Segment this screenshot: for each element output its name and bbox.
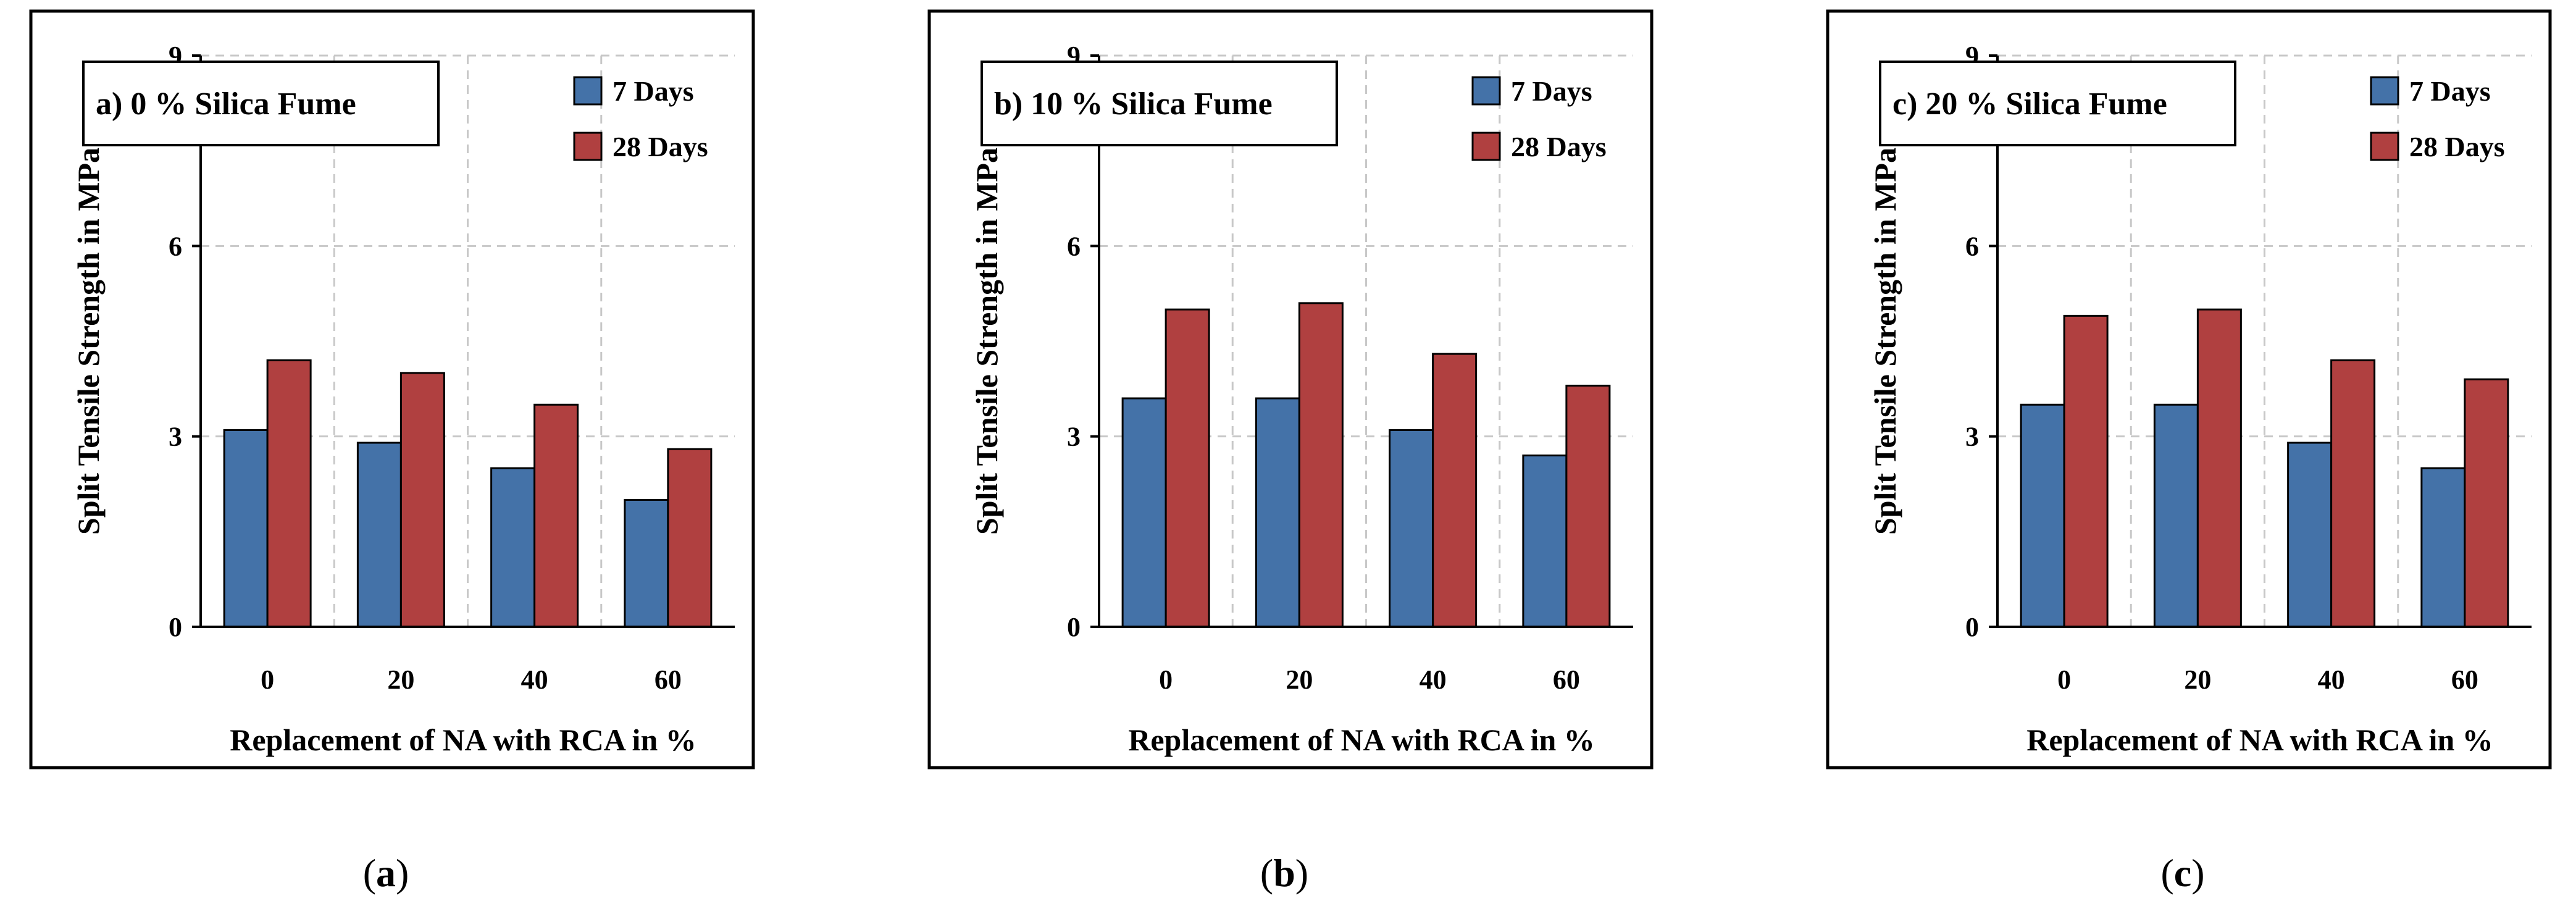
- x-tick-label: 0: [261, 665, 274, 695]
- subfigure-letter: b: [1273, 851, 1295, 895]
- bar-7-days: [1255, 397, 1300, 628]
- subfigure-close-paren: ): [1295, 851, 1308, 895]
- x-tick-label: 20: [1286, 665, 1313, 695]
- subfigure-close-paren: ): [396, 851, 409, 895]
- title-box: [1879, 61, 2236, 146]
- legend-label: 7 Days: [2409, 75, 2491, 107]
- x-tick-label: 20: [2184, 665, 2211, 695]
- bar-7-days: [223, 429, 269, 628]
- bar-7-days: [1389, 429, 1434, 628]
- y-tick-label: 0: [169, 612, 182, 642]
- x-tick-label: 60: [2451, 665, 2478, 695]
- title-box: [981, 61, 1338, 146]
- y-tick-label: 6: [1965, 231, 1979, 261]
- bar-28-days: [1432, 353, 1478, 628]
- bar-28-days: [1298, 302, 1344, 628]
- legend-swatch: [573, 76, 603, 106]
- y-axis-label: Split Tensile Strength in MPa: [969, 148, 1004, 535]
- y-tick-label: 3: [1067, 422, 1081, 452]
- chart-title: c) 20 % Silica Fume: [1892, 86, 2167, 122]
- y-tick-label: 0: [1067, 612, 1081, 642]
- chart-title: a) 0 % Silica Fume: [96, 86, 356, 122]
- subfigure-open-paren: (: [1260, 851, 1273, 895]
- bar-28-days: [2330, 359, 2376, 628]
- bar-28-days: [533, 403, 579, 628]
- x-axis-label: Replacement of NA with RCA in %: [1128, 723, 1595, 757]
- x-axis-label: Replacement of NA with RCA in %: [2026, 723, 2493, 757]
- bar-28-days: [1165, 308, 1210, 628]
- bar-28-days: [667, 448, 713, 628]
- bar-28-days: [2196, 308, 2242, 628]
- x-tick-label: 20: [387, 665, 414, 695]
- y-tick-label: 3: [1965, 422, 1979, 452]
- title-box: [82, 61, 440, 146]
- legend-label: 28 Days: [2409, 131, 2505, 162]
- x-tick-label: 60: [1553, 665, 1580, 695]
- bar-7-days: [2420, 467, 2466, 628]
- x-tick-label: 0: [1159, 665, 1173, 695]
- legend-label: 7 Days: [613, 75, 694, 107]
- x-tick-label: 40: [2318, 665, 2345, 695]
- chart-title: b) 10 % Silica Fume: [994, 86, 1273, 122]
- x-tick-label: 40: [521, 665, 548, 695]
- legend-label: 7 Days: [1511, 75, 1592, 107]
- y-tick-label: 6: [1067, 231, 1081, 261]
- legend-label: 28 Days: [613, 131, 708, 162]
- legend-swatch: [1471, 132, 1501, 161]
- subfigure-label: (b): [1260, 851, 1308, 895]
- x-tick-label: 40: [1420, 665, 1447, 695]
- bar-28-days: [266, 359, 312, 628]
- bar-7-days: [1522, 455, 1568, 628]
- legend-swatch: [573, 132, 603, 161]
- bar-7-days: [2153, 403, 2199, 628]
- subfigure-close-paren: ): [2191, 851, 2204, 895]
- x-tick-label: 60: [654, 665, 682, 695]
- subfigure-open-paren: (: [2160, 851, 2173, 895]
- bar-7-days: [2020, 403, 2065, 628]
- bar-7-days: [2287, 442, 2333, 628]
- bar-28-days: [2063, 314, 2109, 628]
- bar-7-days: [490, 467, 536, 628]
- y-tick-label: 6: [169, 231, 182, 261]
- legend-swatch: [2370, 76, 2399, 106]
- x-axis-label: Replacement of NA with RCA in %: [230, 723, 696, 757]
- bar-7-days: [624, 498, 669, 628]
- subfigure-letter: c: [2174, 851, 2191, 895]
- y-axis-label: Split Tensile Strength in MPa: [1868, 148, 1902, 535]
- legend-swatch: [1471, 76, 1501, 106]
- legend-label: 28 Days: [1511, 131, 1607, 162]
- bar-7-days: [356, 442, 402, 628]
- bar-28-days: [2464, 378, 2509, 628]
- bar-28-days: [399, 372, 445, 628]
- y-axis-label: Split Tensile Strength in MPa: [71, 148, 106, 535]
- bar-28-days: [1565, 384, 1611, 628]
- y-tick-label: 3: [169, 422, 182, 452]
- bar-7-days: [1121, 397, 1167, 628]
- y-tick-label: 0: [1965, 612, 1979, 642]
- legend-swatch: [2370, 132, 2399, 161]
- subfigure-label: (a): [363, 851, 409, 895]
- subfigure-open-paren: (: [363, 851, 376, 895]
- subfigure-letter: a: [376, 851, 396, 895]
- x-tick-label: 0: [2057, 665, 2071, 695]
- subfigure-label: (c): [2160, 851, 2204, 895]
